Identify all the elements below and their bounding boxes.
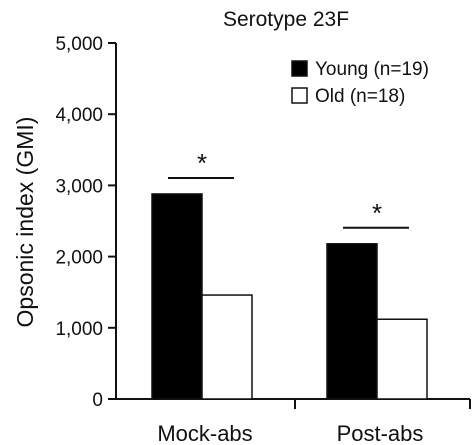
- significance-star: *: [197, 148, 207, 178]
- y-tick-label: 2,000: [55, 248, 103, 269]
- y-tick-label: 3,000: [55, 176, 103, 197]
- chart-title: Serotype 23F: [223, 8, 349, 31]
- legend-label: Young (n=19): [315, 59, 429, 80]
- annotations: **: [168, 148, 409, 229]
- legend-swatch: [291, 60, 308, 77]
- x-tick-label: Mock-abs: [157, 421, 252, 445]
- legend-swatch: [291, 87, 308, 104]
- bar-mock-abs-old: [201, 294, 253, 400]
- y-tick-label: 4,000: [55, 105, 103, 126]
- y-tick-label: 1,000: [55, 319, 103, 340]
- legend-label: Old (n=18): [315, 86, 405, 107]
- significance-star: *: [372, 198, 382, 228]
- bar-post-abs-young: [326, 243, 378, 400]
- legend: Young (n=19) Old (n=18): [291, 59, 429, 107]
- bar-post-abs-old: [376, 318, 428, 400]
- x-axis-ticks: Mock-abs Post-abs: [157, 399, 471, 445]
- y-axis-ticks: 0 1,000 2,000 3,000 4,000 5,000: [55, 34, 116, 411]
- bars: [151, 193, 428, 400]
- y-axis-label: Opsonic index (GMI): [12, 117, 38, 328]
- y-tick-label: 5,000: [55, 34, 103, 55]
- x-tick-label: Post-abs: [337, 421, 424, 445]
- bar-mock-abs-young: [151, 193, 203, 400]
- y-tick-label: 0: [92, 390, 103, 411]
